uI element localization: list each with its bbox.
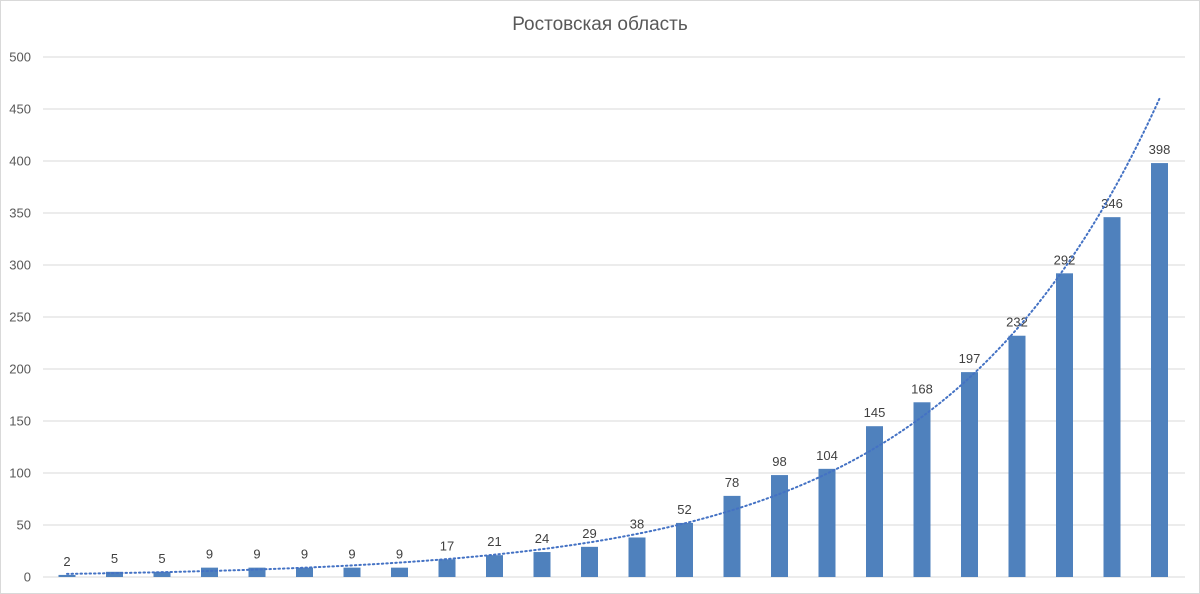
y-tick-label: 50 (17, 518, 31, 533)
bar (58, 574, 76, 577)
bar (343, 567, 361, 577)
data-label: 5 (158, 551, 165, 566)
data-label: 145 (864, 405, 886, 420)
data-label: 9 (396, 547, 403, 562)
bar (1103, 217, 1121, 577)
data-label: 232 (1006, 315, 1028, 330)
bar (1008, 335, 1026, 577)
data-label: 9 (206, 547, 213, 562)
bar (248, 567, 266, 577)
y-tick-label: 400 (9, 154, 31, 169)
y-tick-label: 250 (9, 310, 31, 325)
bar (961, 372, 978, 577)
bar (438, 559, 456, 577)
trendline (66, 97, 1161, 575)
bar (866, 426, 883, 577)
data-label: 24 (535, 531, 549, 546)
bar (296, 567, 313, 577)
data-label: 52 (677, 502, 691, 517)
data-label: 21 (487, 534, 501, 549)
data-label: 9 (301, 547, 308, 562)
data-label: 398 (1149, 142, 1171, 157)
data-label: 2 (63, 554, 70, 569)
y-tick-label: 200 (9, 362, 31, 377)
data-label: 168 (911, 381, 933, 396)
data-label: 98 (772, 454, 786, 469)
data-label: 197 (959, 351, 981, 366)
chart-title: Ростовская область (512, 14, 688, 35)
y-tick-label: 150 (9, 414, 31, 429)
data-label: 78 (725, 475, 739, 490)
y-tick-label: 500 (9, 50, 31, 65)
bar (1151, 163, 1168, 577)
bar (533, 552, 551, 577)
y-tick-label: 350 (9, 206, 31, 221)
bar (201, 567, 218, 577)
bar (581, 546, 598, 577)
data-label: 29 (582, 526, 596, 541)
bar (723, 495, 741, 577)
bar (391, 567, 408, 577)
data-label: 292 (1054, 252, 1076, 267)
bar (486, 555, 503, 577)
data-label: 9 (348, 547, 355, 562)
bar (771, 475, 788, 577)
y-tick-label: 100 (9, 466, 31, 481)
data-label: 9 (253, 547, 260, 562)
bar (628, 537, 646, 577)
bar (153, 571, 171, 577)
y-tick-label: 0 (24, 570, 31, 585)
bar (818, 468, 836, 577)
y-tick-label: 450 (9, 102, 31, 117)
bar (913, 402, 931, 577)
data-label: 5 (111, 551, 118, 566)
bar (1056, 273, 1073, 577)
data-label: 38 (630, 516, 644, 531)
bar (676, 522, 693, 577)
data-label: 104 (816, 448, 838, 463)
data-label: 346 (1101, 196, 1123, 211)
bar (106, 571, 123, 577)
data-label: 17 (440, 538, 454, 553)
y-tick-label: 300 (9, 258, 31, 273)
